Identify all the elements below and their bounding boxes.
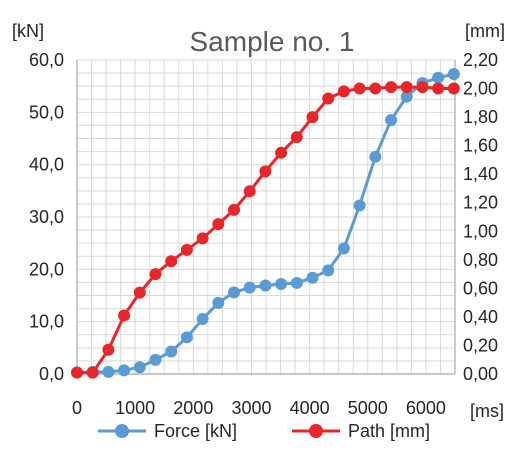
force-kn-data-point (149, 353, 162, 366)
force-kn-data-point (133, 361, 146, 374)
force-kn-data-point (212, 296, 225, 309)
path-mm-data-point (102, 343, 115, 356)
left-axis-unit: [kN] (12, 21, 44, 41)
path-mm-data-point (259, 165, 272, 178)
path-mm-data-point (369, 82, 382, 95)
force-kn-data-point (228, 286, 241, 299)
y-left-tick-label: 50,0 (29, 102, 64, 122)
y-right-tick-label: 1,40 (463, 164, 498, 184)
force-kn-data-point (275, 277, 288, 290)
force-kn-data-point (165, 345, 178, 358)
x-tick-label: 3000 (231, 398, 271, 418)
y-right-tick-label: 1,20 (463, 193, 498, 213)
path-mm-data-point (385, 81, 398, 94)
path-mm-data-point (149, 268, 162, 281)
force-kn-data-point (322, 264, 335, 277)
force-kn-data-point (243, 281, 256, 294)
force-kn-data-point (196, 313, 209, 326)
path-mm-data-point (133, 286, 146, 299)
x-tick-label: 1000 (115, 398, 155, 418)
x-tick-label: 4000 (290, 398, 330, 418)
path-mm-data-point (71, 366, 83, 379)
y-right-tick-label: 1,00 (463, 221, 498, 241)
y-right-tick-label: 0,40 (463, 307, 498, 327)
path-mm-data-point (118, 309, 131, 322)
path-mm-data-point (337, 85, 350, 98)
path-mm-data-point (416, 81, 429, 94)
path-mm-data-point (165, 255, 178, 268)
y-right-tick-label: 0,80 (463, 250, 498, 270)
tick-labels: 0 1000 2000 3000 4000 5000 6000 0,0 10,0 20,0 30,0… (29, 50, 498, 418)
x-tick-label: 0 (72, 398, 82, 418)
force-kn-data-point (259, 279, 272, 292)
force-kn-legend-swatch-marker (115, 424, 129, 438)
y-left-tick-label: 10,0 (29, 312, 64, 332)
force-kn-data-point (337, 242, 350, 255)
y-right-tick-label: 2,20 (463, 50, 498, 70)
force-kn-data-point (385, 114, 398, 127)
right-axis-unit: [mm] (465, 21, 505, 41)
path-mm-legend-swatch-marker (309, 424, 323, 438)
force-kn-data-point (306, 271, 319, 284)
path-mm-data-point (306, 111, 319, 124)
path-mm-data-point (180, 243, 193, 256)
y-left-tick-label: 30,0 (29, 207, 64, 227)
y-left-tick-label: 60,0 (29, 50, 64, 70)
force-kn-data-point (353, 199, 366, 212)
legend: Force [kN] Path [mm] (98, 421, 430, 441)
y-left-tick-label: 0,0 (39, 364, 64, 384)
force-kn-data-point (290, 276, 303, 289)
force-kn-legend-label: Force [kN] (154, 421, 237, 441)
y-right-tick-label: 2,00 (463, 79, 498, 99)
path-mm-data-point (196, 232, 209, 245)
y-left-tick-label: 40,0 (29, 155, 64, 175)
path-mm-data-point (432, 82, 445, 95)
path-mm-data-point (228, 203, 241, 216)
path-mm-data-point (400, 81, 413, 94)
path-mm-data-point (275, 146, 288, 159)
x-tick-label: 5000 (348, 398, 388, 418)
path-mm-data-point (86, 366, 99, 379)
y-right-tick-label: 0,60 (463, 278, 498, 298)
x-axis-unit: [ms] (470, 401, 504, 421)
path-mm-data-point (243, 185, 256, 198)
path-mm-data-point (353, 82, 366, 95)
force-kn-data-point (102, 365, 115, 378)
path-mm-data-point (290, 131, 303, 144)
force-kn-data-point (118, 364, 131, 377)
y-right-tick-label: 0,00 (463, 364, 498, 384)
force-kn-data-point (432, 71, 445, 84)
force-kn-data-point (400, 90, 413, 103)
series-layer (71, 68, 460, 379)
path-mm-data-point (447, 82, 460, 95)
y-right-tick-label: 1,60 (463, 136, 498, 156)
path-mm-data-point (212, 218, 225, 231)
y-right-tick-label: 0,20 (463, 335, 498, 355)
y-right-tick-label: 1,80 (463, 107, 498, 127)
force-kn-data-point (369, 150, 382, 163)
path-mm-data-point (322, 92, 335, 105)
force-kn-data-point (180, 331, 193, 344)
chart-title: Sample no. 1 (190, 26, 355, 57)
force-kn-data-point (447, 68, 460, 81)
axes (76, 60, 456, 375)
path-mm-legend-label: Path [mm] (348, 421, 430, 441)
x-tick-label: 6000 (406, 398, 446, 418)
y-left-tick-label: 20,0 (29, 259, 64, 279)
x-tick-label: 2000 (173, 398, 213, 418)
